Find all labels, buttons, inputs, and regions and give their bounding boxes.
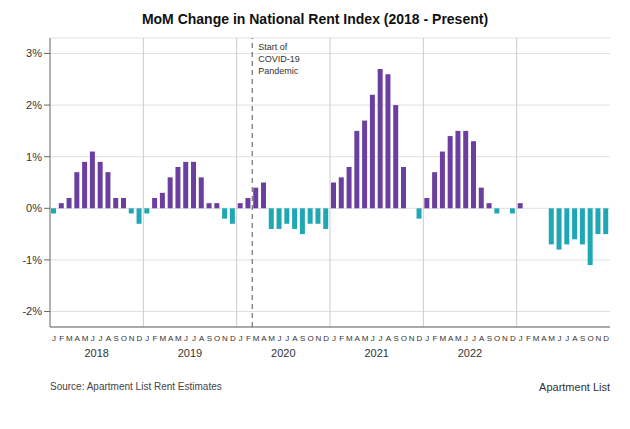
svg-text:2022: 2022 — [458, 347, 482, 359]
svg-text:J: J — [379, 334, 383, 343]
svg-text:2%: 2% — [26, 99, 42, 111]
svg-text:J: J — [557, 334, 561, 343]
svg-text:S: S — [580, 334, 585, 343]
svg-text:N: N — [595, 334, 601, 343]
svg-text:A: A — [75, 334, 81, 343]
svg-text:J: J — [239, 334, 243, 343]
svg-text:J: J — [472, 334, 476, 343]
svg-text:A: A — [355, 334, 361, 343]
svg-text:J: J — [99, 334, 103, 343]
svg-text:J: J — [91, 334, 95, 343]
svg-text:S: S — [113, 334, 118, 343]
svg-text:A: A — [541, 334, 547, 343]
svg-text:Start ofCOVID-19Pandemic: Start ofCOVID-19Pandemic — [258, 42, 300, 76]
svg-text:A: A — [168, 334, 174, 343]
svg-text:F: F — [433, 334, 438, 343]
svg-text:F: F — [526, 334, 531, 343]
svg-text:F: F — [153, 334, 158, 343]
html-text:Source: Apartment List Rent Es: Source: Apartment List Rent Estimates — [50, 381, 222, 392]
svg-text:2021: 2021 — [364, 347, 388, 359]
svg-text:N: N — [315, 334, 321, 343]
svg-text:0%: 0% — [26, 202, 42, 214]
svg-text:A: A — [448, 334, 454, 343]
svg-text:M: M — [253, 334, 260, 343]
svg-text:M: M — [346, 334, 353, 343]
svg-text:J: J — [192, 334, 196, 343]
svg-text:M: M — [439, 334, 446, 343]
svg-text:S: S — [487, 334, 492, 343]
svg-text:S: S — [393, 334, 398, 343]
svg-text:M: M — [159, 334, 166, 343]
svg-text:-1%: -1% — [22, 254, 42, 266]
svg-text:A: A — [572, 334, 578, 343]
svg-text:F: F — [246, 334, 251, 343]
svg-text:A: A — [199, 334, 205, 343]
svg-text:N: N — [409, 334, 415, 343]
svg-text:J: J — [425, 334, 429, 343]
svg-text:D: D — [230, 334, 236, 343]
svg-text:A: A — [106, 334, 112, 343]
html-text:MoM Change in National Rent In: MoM Change in National Rent Index (2018 … — [141, 11, 489, 27]
svg-text:O: O — [401, 334, 407, 343]
svg-text:A: A — [386, 334, 392, 343]
svg-text:M: M — [455, 334, 462, 343]
svg-text:M: M — [533, 334, 540, 343]
svg-text:N: N — [222, 334, 228, 343]
svg-text:A: A — [292, 334, 298, 343]
svg-text:N: N — [502, 334, 508, 343]
html-text:Apartment List: Apartment List — [539, 381, 610, 393]
svg-text:O: O — [214, 334, 220, 343]
svg-text:D: D — [323, 334, 329, 343]
svg-text:2019: 2019 — [178, 347, 202, 359]
svg-text:1%: 1% — [26, 151, 42, 163]
svg-text:J: J — [184, 334, 188, 343]
svg-text:O: O — [494, 334, 500, 343]
svg-text:M: M — [82, 334, 89, 343]
svg-text:J: J — [565, 334, 569, 343]
svg-text:M: M — [175, 334, 182, 343]
svg-text:D: D — [510, 334, 516, 343]
svg-text:3%: 3% — [26, 47, 42, 59]
svg-text:N: N — [129, 334, 135, 343]
svg-text:2018: 2018 — [84, 347, 108, 359]
svg-text:M: M — [268, 334, 275, 343]
svg-text:2020: 2020 — [271, 347, 295, 359]
svg-text:D: D — [417, 334, 423, 343]
svg-text:A: A — [479, 334, 485, 343]
svg-text:S: S — [207, 334, 212, 343]
svg-text:J: J — [332, 334, 336, 343]
svg-text:F: F — [339, 334, 344, 343]
svg-text:D: D — [137, 334, 143, 343]
svg-text:M: M — [548, 334, 555, 343]
svg-text:J: J — [464, 334, 468, 343]
svg-text:S: S — [300, 334, 305, 343]
svg-text:J: J — [145, 334, 149, 343]
svg-text:J: J — [277, 334, 281, 343]
svg-text:J: J — [285, 334, 289, 343]
svg-text:-2%: -2% — [22, 305, 42, 317]
svg-text:M: M — [66, 334, 73, 343]
svg-text:J: J — [371, 334, 375, 343]
svg-text:O: O — [307, 334, 313, 343]
svg-text:M: M — [362, 334, 369, 343]
svg-text:O: O — [121, 334, 127, 343]
svg-text:J: J — [52, 334, 56, 343]
svg-text:O: O — [587, 334, 593, 343]
svg-text:D: D — [603, 334, 609, 343]
svg-text:J: J — [519, 334, 523, 343]
svg-text:A: A — [261, 334, 267, 343]
svg-text:F: F — [59, 334, 64, 343]
